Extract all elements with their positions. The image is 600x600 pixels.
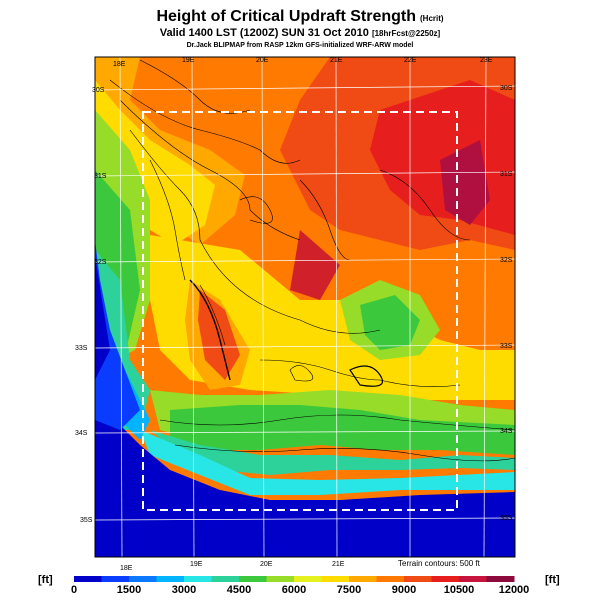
colorbar-tick-label: 1500 [116, 584, 142, 596]
colorbar-swatch [486, 576, 515, 582]
lon-label-top: 18E [113, 61, 126, 68]
colorbar-tick-label: 0 [70, 584, 78, 596]
lat-label-right: 33S [500, 343, 513, 350]
valid-time-line: Valid 1400 LST (1200Z) SUN 31 Oct 2010 [… [0, 27, 600, 39]
colorbar-swatch [459, 576, 487, 582]
lat-label-right: 30S [500, 85, 513, 92]
inner-domain-box [142, 111, 458, 511]
ocean-west [95, 255, 110, 380]
title-units: (Hcrit) [420, 14, 444, 23]
colorbar-swatch [156, 576, 185, 582]
title-text: Height of Critical Updraft Strength [156, 8, 416, 25]
lon-label-top: 23E [480, 57, 493, 64]
south-cyan [140, 430, 515, 495]
colorbar-tick-label: 4500 [226, 584, 252, 596]
colorbar-swatch [294, 576, 322, 582]
colorbar-swatch [266, 576, 295, 582]
lon-label-top: 20E [256, 57, 269, 64]
lat-label-left: 33S [75, 345, 88, 352]
colorbar-tick-label: 7500 [336, 584, 362, 596]
lon-label-bottom: 18E [120, 565, 133, 572]
colorbar-swatch [376, 576, 405, 582]
colorbar-unit-left: [ft] [38, 574, 53, 586]
map-frame [94, 56, 516, 558]
terrain-note: Terrain contours: 500 ft [398, 559, 480, 568]
colorbar-swatch [431, 576, 460, 582]
lat-label-right: 31S [500, 171, 513, 178]
colorbar-swatch [404, 576, 432, 582]
lat-label-left: 30S [92, 87, 105, 94]
lat-label-left: 34S [75, 430, 88, 437]
lat-label-right: 35S [500, 515, 513, 522]
lat-label-left: 32S [94, 259, 107, 266]
south-green [170, 405, 515, 455]
lat-label-right: 32S [500, 257, 513, 264]
forecast-note: [18hrFcst@2250z] [371, 29, 441, 38]
south-teal [150, 430, 515, 475]
map-title: Height of Critical Updraft Strength (Hcri… [0, 8, 600, 26]
colorbar-swatch [184, 576, 212, 582]
latlon-grid [95, 57, 515, 557]
colorbar-tick-label: 6000 [281, 584, 307, 596]
lon-label-bottom: 21E [332, 561, 345, 568]
colorbar-tick-label: 9000 [391, 584, 417, 596]
lat-label-left: 35S [80, 517, 93, 524]
ocean-west-near [95, 240, 140, 430]
east-green-core [360, 295, 420, 350]
model-credit: Dr.Jack BLIPMAP from RASP 12km GFS-initi… [186, 42, 414, 49]
colorbar-swatch [74, 576, 102, 582]
colorbar-tick-label: 12000 [498, 584, 530, 596]
lat-label-right: 34S [500, 428, 513, 435]
lon-label-bottom: 20E [260, 561, 273, 568]
lon-label-top: 21E [330, 57, 343, 64]
colorbar-swatch [321, 576, 350, 582]
colorbar-tick-label: 10500 [443, 584, 475, 596]
colorbar-swatch [349, 576, 377, 582]
terrain-contours [109, 59, 515, 462]
peak-zone [440, 140, 490, 225]
lon-label-bottom: 19E [190, 561, 203, 568]
colorbar-swatch [239, 576, 267, 582]
colorbar-swatch [101, 576, 130, 582]
colorbar-swatch [129, 576, 157, 582]
map-field [95, 57, 515, 557]
lon-label-top: 22E [404, 57, 417, 64]
colorbar-swatch [211, 576, 240, 582]
valid-time-text: Valid 1400 LST (1200Z) SUN 31 Oct 2010 [159, 27, 369, 39]
colorbar [74, 576, 515, 582]
lon-label-top: 19E [182, 57, 195, 64]
colorbar-unit-right: [ft] [545, 574, 560, 586]
grid-labels: 18E 19E 20E 21E 22E 23E 18E 19E 20E 21E … [75, 57, 513, 572]
red-patch [290, 230, 340, 300]
colorbar-tick-label: 3000 [171, 584, 197, 596]
lat-label-left: 31S [94, 173, 107, 180]
